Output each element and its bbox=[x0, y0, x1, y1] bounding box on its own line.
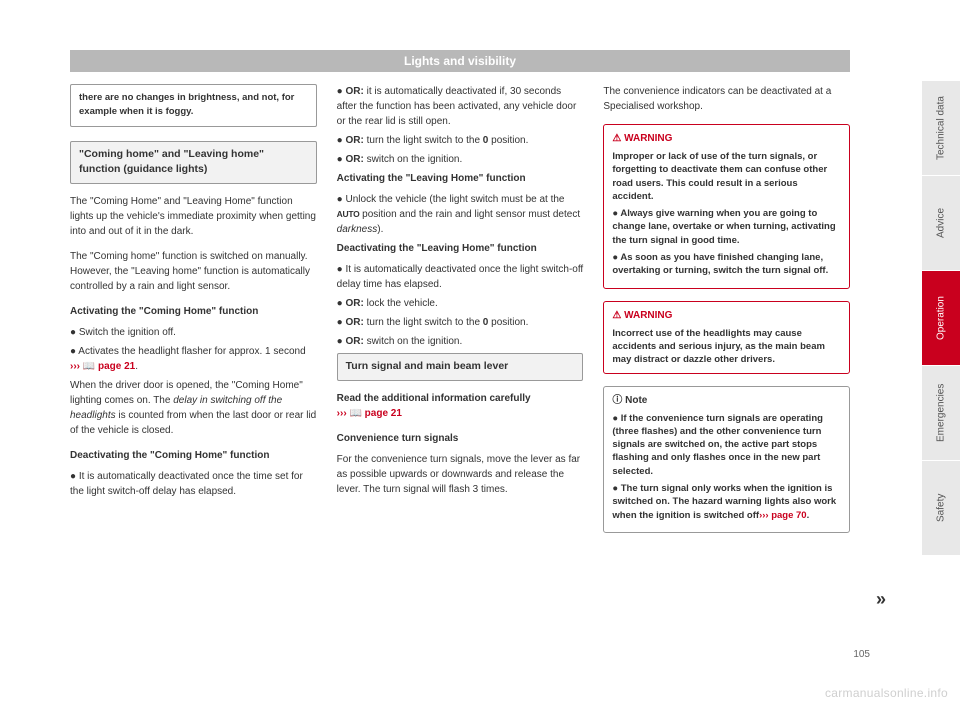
tab-operation[interactable]: Operation bbox=[922, 270, 960, 365]
note-header: Note bbox=[612, 393, 841, 408]
subheading: Activating the "Coming Home" function bbox=[70, 304, 317, 319]
coming-home-header: "Coming home" and "Leaving home" functio… bbox=[70, 141, 317, 185]
page-ref: ››› page 70 bbox=[759, 510, 807, 521]
bullet: OR: it is automatically deactivated if, … bbox=[337, 84, 584, 129]
side-tabs: Technical data Advice Operation Emergenc… bbox=[922, 80, 960, 555]
subheading: Deactivating the "Coming Home" function bbox=[70, 448, 317, 463]
tab-advice[interactable]: Advice bbox=[922, 175, 960, 270]
subheading: Deactivating the "Leaving Home" function bbox=[337, 241, 584, 256]
warning-box-1: WARNING Improper or lack of use of the t… bbox=[603, 124, 850, 289]
paragraph: For the convenience turn signals, move t… bbox=[337, 452, 584, 497]
page-number: 105 bbox=[853, 649, 870, 660]
bullet: Unlock the vehicle (the light switch mus… bbox=[337, 192, 584, 237]
tab-safety[interactable]: Safety bbox=[922, 460, 960, 555]
bullet: It is automatically deactivated once the… bbox=[70, 469, 317, 499]
note-body: ● If the convenience turn signals are op… bbox=[612, 412, 841, 522]
tab-technical-data[interactable]: Technical data bbox=[922, 80, 960, 175]
section-header: Lights and visibility bbox=[70, 50, 850, 72]
warning-header: WARNING bbox=[612, 308, 841, 323]
paragraph: The "Coming Home" and "Leaving Home" fun… bbox=[70, 194, 317, 239]
page-ref: ››› 📖 page 21 bbox=[70, 361, 135, 372]
watermark: carmanualsonline.info bbox=[825, 686, 948, 700]
content-columns: there are no changes in brightness, and … bbox=[70, 84, 850, 545]
paragraph: Read the additional information carefull… bbox=[337, 391, 584, 421]
intro-note-text: there are no changes in brightness, and … bbox=[79, 92, 294, 117]
subheading: Convenience turn signals bbox=[337, 431, 584, 446]
warning-header: WARNING bbox=[612, 131, 841, 146]
subheading: Activating the "Leaving Home" function bbox=[337, 171, 584, 186]
page-ref: ››› 📖 page 21 bbox=[337, 408, 402, 419]
note-box: Note ● If the convenience turn signals a… bbox=[603, 386, 850, 533]
warning-body: Improper or lack of use of the turn sign… bbox=[612, 150, 841, 278]
column-1: there are no changes in brightness, and … bbox=[70, 84, 317, 545]
tab-emergencies[interactable]: Emergencies bbox=[922, 365, 960, 460]
column-3: The convenience indicators can be deacti… bbox=[603, 84, 850, 545]
turn-signal-header: Turn signal and main beam lever bbox=[337, 353, 584, 381]
paragraph: When the driver door is opened, the "Com… bbox=[70, 378, 317, 438]
bullet: It is automatically deactivated once the… bbox=[337, 262, 584, 292]
bullet: Switch the ignition off. bbox=[70, 325, 317, 340]
bullet: OR: switch on the ignition. bbox=[337, 152, 584, 167]
bullet: OR: switch on the ignition. bbox=[337, 334, 584, 349]
continue-mark: » bbox=[876, 589, 886, 610]
paragraph: The convenience indicators can be deacti… bbox=[603, 84, 850, 114]
paragraph: The "Coming home" function is switched o… bbox=[70, 249, 317, 294]
bullet: OR: lock the vehicle. bbox=[337, 296, 584, 311]
bullet: Activates the headlight flasher for appr… bbox=[70, 344, 317, 374]
warning-body: Incorrect use of the headlights may caus… bbox=[612, 327, 841, 367]
intro-note-box: there are no changes in brightness, and … bbox=[70, 84, 317, 127]
bullet: OR: turn the light switch to the 0 posit… bbox=[337, 133, 584, 148]
bullet: OR: turn the light switch to the 0 posit… bbox=[337, 315, 584, 330]
column-2: OR: it is automatically deactivated if, … bbox=[337, 84, 584, 545]
warning-box-2: WARNING Incorrect use of the headlights … bbox=[603, 301, 850, 374]
